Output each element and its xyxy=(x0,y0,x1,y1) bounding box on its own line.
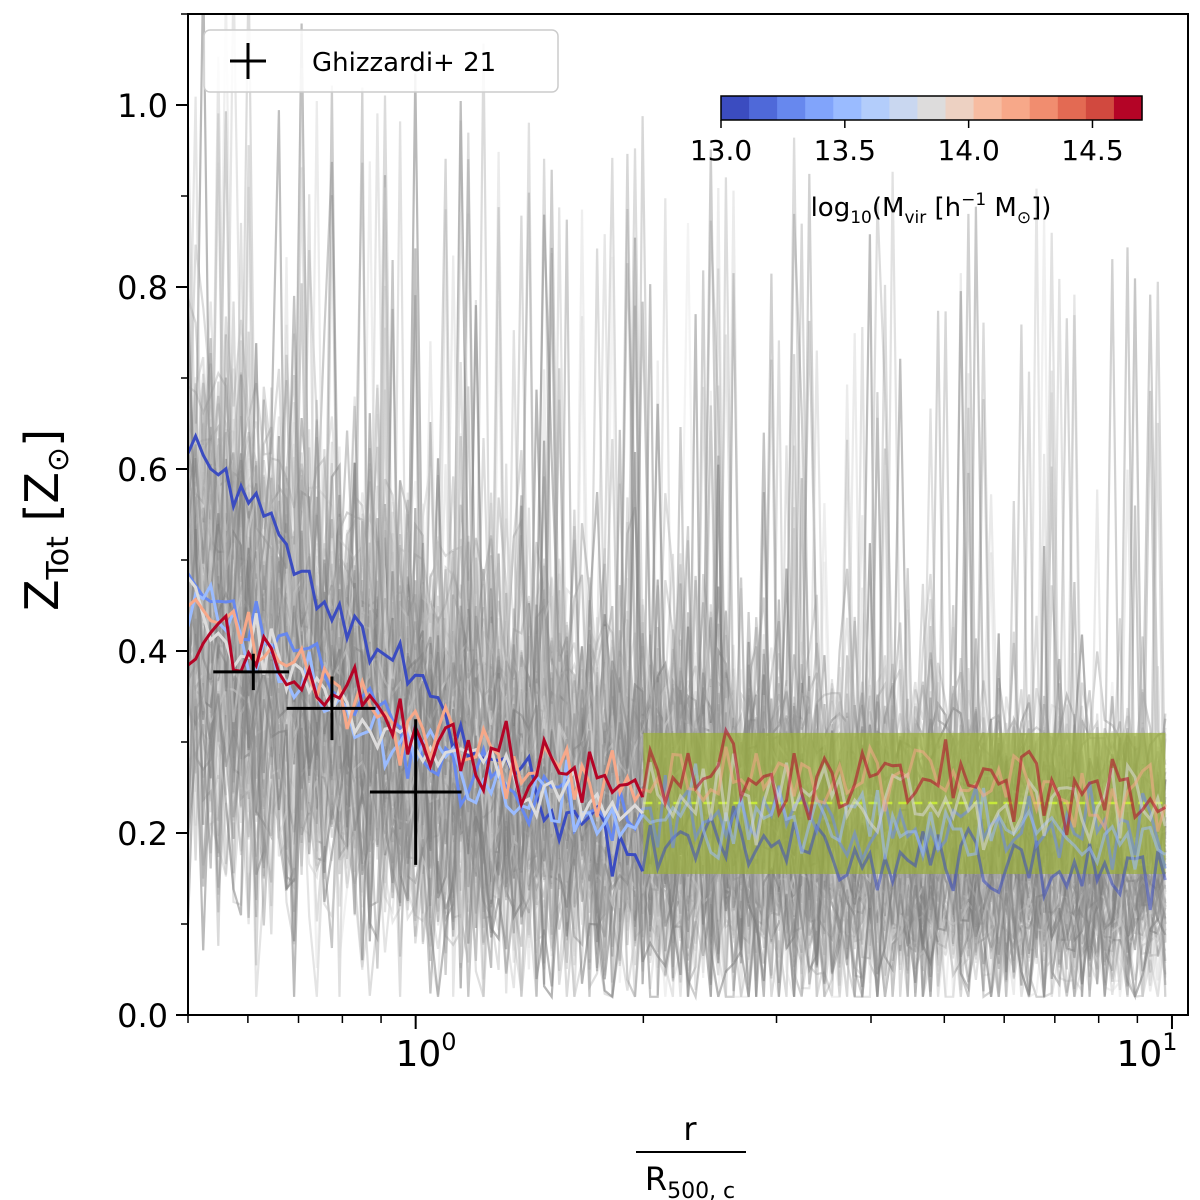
ghizzardi-points xyxy=(213,653,462,865)
plot-frame xyxy=(187,13,1189,1016)
x-tick-label-10: 101 xyxy=(1116,1028,1177,1075)
gray-profile-line xyxy=(188,413,1167,998)
y-tick-label: 0.4 xyxy=(117,633,168,671)
colorbar-tick-label: 13.5 xyxy=(814,134,876,167)
profile-line-outer-2 xyxy=(641,763,1167,870)
y-tick-label: 0.8 xyxy=(117,269,168,307)
profile-line-outer-5 xyxy=(641,726,1167,836)
colorbar-tick-label: 14.5 xyxy=(1061,134,1123,167)
colorbar-tick-label: 14.0 xyxy=(937,134,999,167)
colorbar-label: log10(Mvir [h−1 M⊙]) xyxy=(811,190,1052,228)
legend-label: Ghizzardi+ 21 xyxy=(312,48,496,78)
colorbar-cell xyxy=(805,96,834,120)
colorbar-cell xyxy=(1113,96,1143,120)
legend: Ghizzardi+ 21 xyxy=(203,29,559,93)
colorbar-cell xyxy=(777,96,806,120)
colorbar-cell xyxy=(833,96,862,120)
colorbar-cell xyxy=(917,96,947,120)
colorbar-cell xyxy=(1057,96,1087,120)
profile-line-inner-4 xyxy=(188,597,644,818)
profile-line-outer-4 xyxy=(642,743,1167,832)
colorbar-tick-label: 13.0 xyxy=(690,134,752,167)
y-tick-label: 0.0 xyxy=(117,997,168,1035)
colorbar-cell xyxy=(973,96,1003,120)
y-axis-label: ZTot [Z⊙] xyxy=(15,429,76,611)
colorbar: 13.0 13.5 14.0 14.5 log10(Mvir [h−1 M⊙]) xyxy=(690,95,1143,228)
colorbar-frame xyxy=(720,95,1143,121)
y-tick-label: 1.0 xyxy=(117,87,168,125)
legend-box xyxy=(203,29,559,93)
colorbar-cell xyxy=(945,96,975,120)
colorbar-cell xyxy=(1029,96,1059,120)
x-axis-ticks xyxy=(187,1015,1173,1029)
colorbar-cell xyxy=(861,96,890,120)
y-tick-label: 0.2 xyxy=(117,815,168,853)
x-axis-label-denominator: R500, c xyxy=(645,1160,735,1200)
x-axis-label-numerator: r xyxy=(683,1110,697,1148)
colorbar-cell xyxy=(1001,96,1031,120)
colorbar-cell xyxy=(1085,96,1115,120)
colorbar-cell xyxy=(889,96,919,120)
profile-line-inner-0 xyxy=(188,432,644,877)
colorbar-cell xyxy=(721,96,750,120)
colorbar-cell xyxy=(749,96,778,120)
y-axis-ticks: 0.0 0.2 0.4 0.6 0.8 1.0 xyxy=(117,13,188,1035)
x-tick-label-1: 100 xyxy=(395,1028,456,1075)
y-tick-label: 0.6 xyxy=(117,451,168,489)
